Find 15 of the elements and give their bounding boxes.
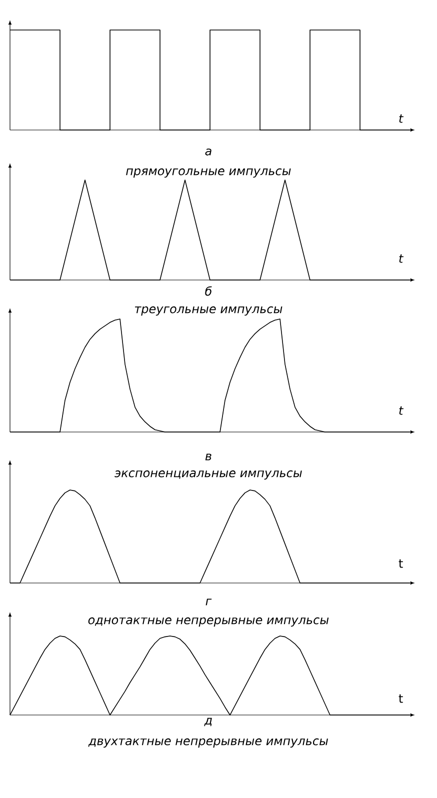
x-axis-title: t xyxy=(399,406,404,415)
text: в xyxy=(205,454,212,460)
x-axis-title: t xyxy=(398,559,403,568)
text: г xyxy=(206,598,212,606)
text: двухтактные непрерывные импульсы xyxy=(88,738,328,748)
text: б xyxy=(205,286,212,296)
text: экспоненциальные импульсы xyxy=(114,470,302,480)
x-axis-title: t xyxy=(399,114,404,123)
text: прямоугольные импульсы xyxy=(126,168,291,178)
text: однотактные непрерывные импульсы xyxy=(88,617,329,627)
text: д xyxy=(204,718,212,726)
text: а xyxy=(205,148,212,156)
x-axis-title: t xyxy=(398,694,403,703)
text: треугольные импульсы xyxy=(134,306,282,316)
x-axis-title: t xyxy=(399,254,404,263)
